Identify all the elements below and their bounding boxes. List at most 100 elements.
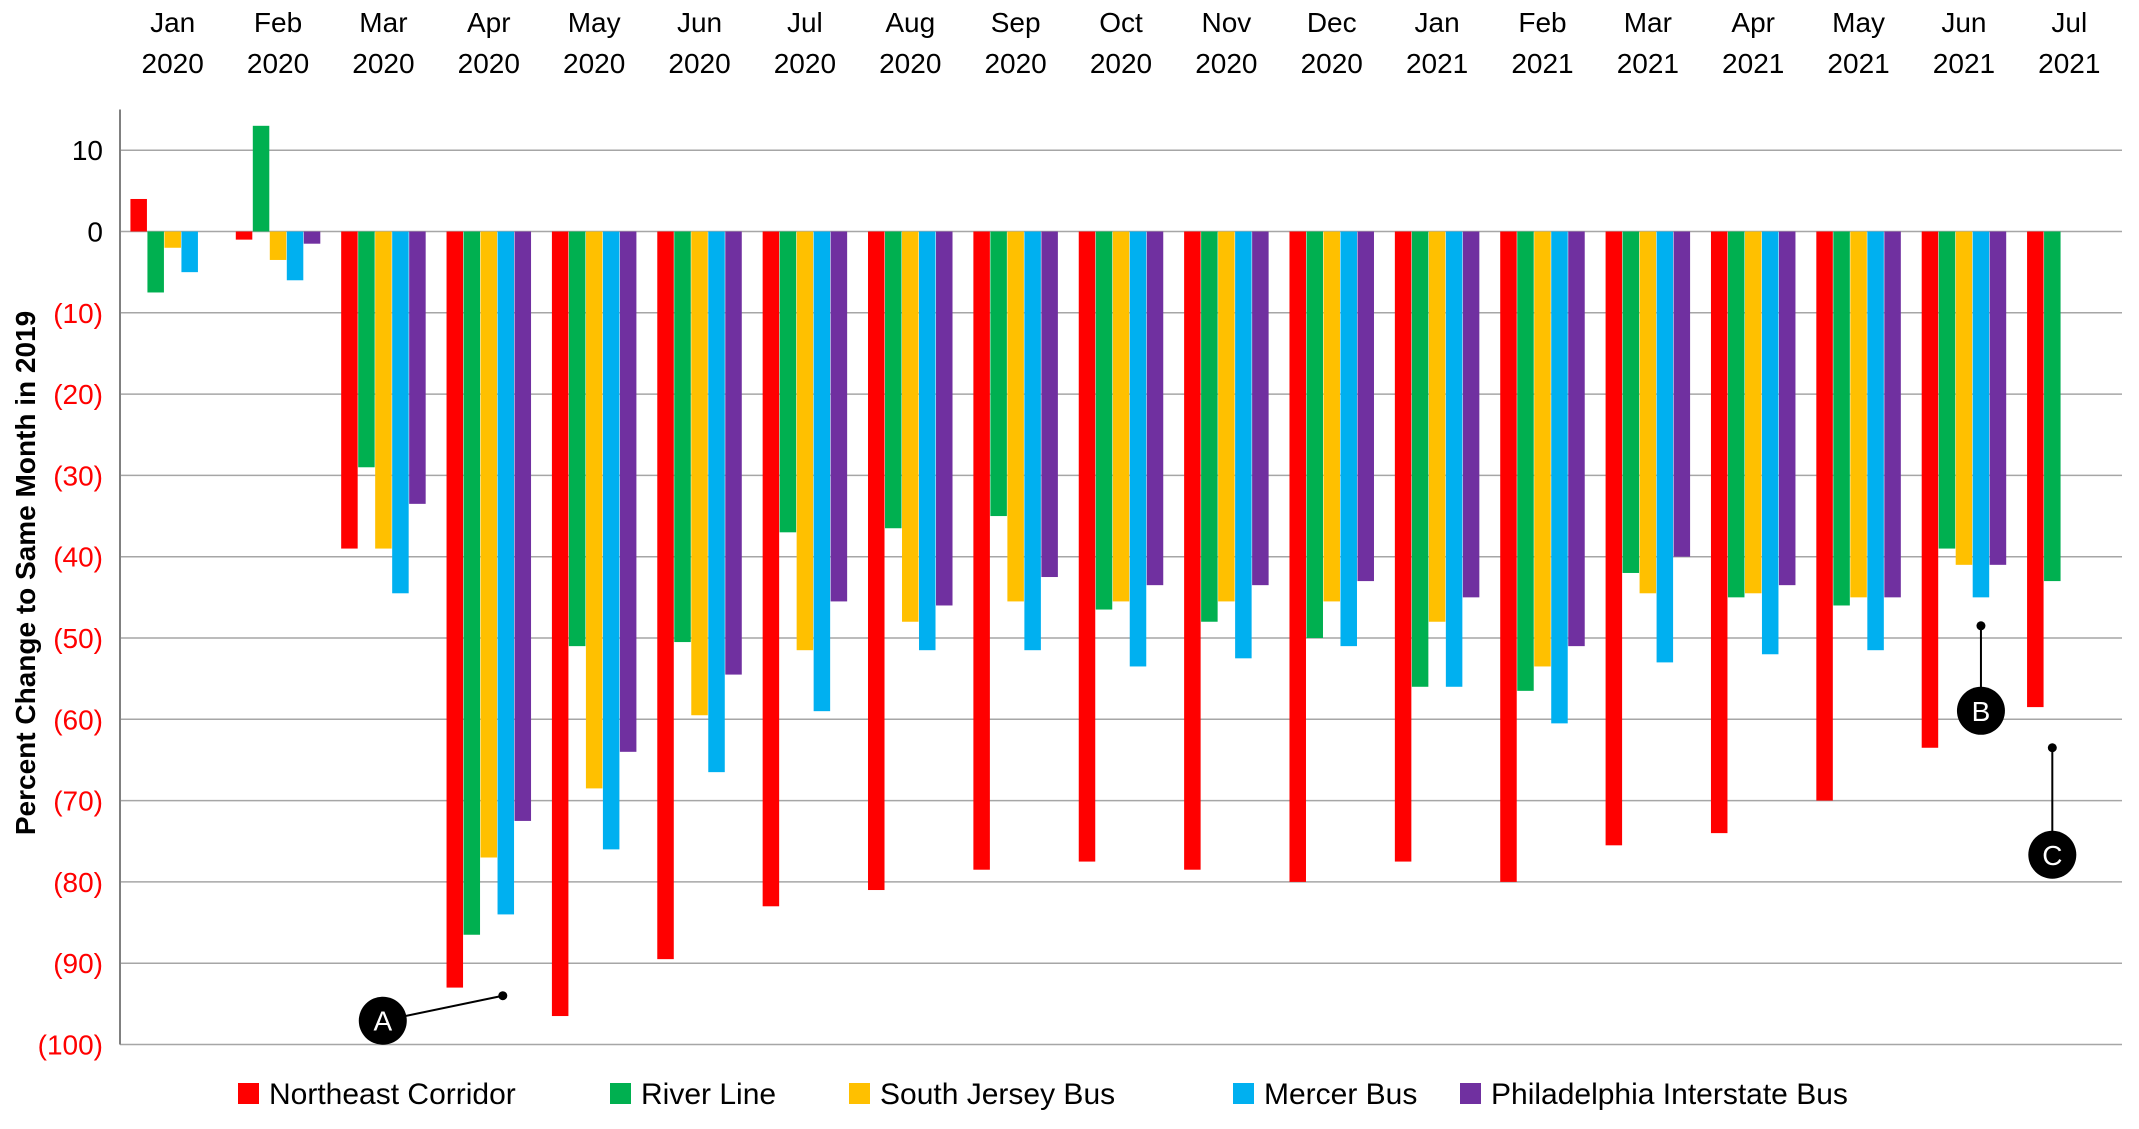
x-tick-label-month: Jun	[1941, 7, 1986, 38]
bar	[1146, 231, 1164, 586]
x-tick-label-month: Mar	[1624, 7, 1672, 38]
bar	[1112, 231, 1130, 602]
bar	[463, 231, 481, 935]
bar	[497, 231, 515, 915]
legend-swatch	[849, 1083, 870, 1104]
annotation-point	[2047, 743, 2057, 753]
y-tick-label: (100)	[38, 1030, 103, 1061]
annotation-label: B	[1972, 696, 1991, 727]
bar	[1778, 231, 1796, 586]
bar	[1955, 231, 1973, 565]
bar	[1605, 231, 1623, 846]
x-tick-label-year: 2020	[142, 48, 204, 79]
y-tick-label: (70)	[53, 786, 103, 817]
y-tick-label: (40)	[53, 542, 103, 573]
bar	[375, 231, 392, 549]
bar	[1938, 231, 1956, 549]
bar	[1816, 231, 1833, 801]
legend-label: Northeast Corridor	[269, 1078, 516, 1111]
bar	[1673, 231, 1691, 557]
bar	[358, 231, 375, 468]
bar	[1761, 231, 1779, 655]
y-tick-label: (60)	[53, 704, 103, 735]
bar	[568, 231, 586, 647]
bar	[1744, 231, 1762, 594]
bar	[1007, 231, 1024, 602]
bar	[1184, 231, 1201, 870]
y-tick-label: 0	[87, 217, 103, 248]
bar	[1340, 231, 1357, 647]
bar	[1727, 231, 1745, 598]
legend-swatch	[1233, 1083, 1254, 1104]
bar	[130, 198, 147, 232]
y-tick-label: (10)	[53, 298, 103, 329]
bar	[2044, 231, 2061, 582]
legend-label: South Jersey Bus	[880, 1078, 1115, 1111]
bar	[902, 231, 919, 622]
x-tick-label-year: 2020	[352, 48, 414, 79]
annotation-label: A	[373, 1006, 392, 1037]
bar	[1622, 231, 1640, 573]
x-tick-label-year: 2020	[563, 48, 625, 79]
legend-label: River Line	[641, 1078, 776, 1111]
bar	[1394, 231, 1412, 862]
x-tick-label-year: 2020	[879, 48, 941, 79]
bar	[551, 231, 569, 1017]
bar	[1235, 231, 1252, 659]
bar	[762, 231, 780, 907]
legend-swatch	[238, 1083, 259, 1104]
annotation-point	[1976, 621, 1986, 631]
bar	[868, 231, 885, 891]
x-tick-label-year: 2020	[984, 48, 1046, 79]
x-tick-label-year: 2021	[1406, 48, 1468, 79]
x-tick-label-month: Feb	[1518, 7, 1566, 38]
x-tick-label-year: 2021	[1511, 48, 1573, 79]
x-tick-label-year: 2020	[1301, 48, 1363, 79]
bar	[1534, 231, 1551, 667]
bar	[1833, 231, 1850, 606]
bar	[1323, 231, 1340, 602]
bar	[990, 231, 1007, 517]
x-tick-label-month: Jul	[2051, 7, 2087, 38]
bar	[1218, 231, 1235, 602]
x-tick-label-month: Feb	[254, 7, 302, 38]
bar	[1500, 231, 1517, 882]
annotation-marker	[358, 996, 407, 1045]
bar	[235, 231, 253, 240]
y-tick-label: (80)	[53, 867, 103, 898]
bar	[341, 231, 358, 549]
bar	[252, 125, 270, 232]
bar	[181, 231, 198, 273]
annotation-label: C	[2042, 840, 2062, 871]
x-tick-label-year: 2020	[1195, 48, 1257, 79]
legend-swatch	[610, 1083, 631, 1104]
bar	[1078, 231, 1096, 862]
bar	[1867, 231, 1884, 651]
bar	[1639, 231, 1657, 594]
x-tick-label-month: Jul	[787, 7, 823, 38]
x-tick-label-month: Jun	[677, 7, 722, 38]
annotation-marker	[2028, 830, 2077, 879]
bar	[885, 231, 902, 529]
bar	[1289, 231, 1306, 882]
bar	[286, 231, 304, 281]
x-tick-label-year: 2020	[1090, 48, 1152, 79]
x-tick-label-year: 2020	[668, 48, 730, 79]
x-tick-label-year: 2021	[2038, 48, 2100, 79]
bar	[446, 231, 464, 988]
x-tick-label-year: 2020	[774, 48, 836, 79]
bar	[1921, 231, 1939, 748]
bar	[303, 231, 321, 244]
bar	[585, 231, 603, 789]
x-tick-label-month: Nov	[1201, 7, 1251, 38]
bar	[1411, 231, 1429, 687]
bar	[674, 231, 691, 643]
x-tick-label-year: 2020	[458, 48, 520, 79]
x-tick-label-year: 2021	[1933, 48, 1995, 79]
bar	[779, 231, 797, 533]
bar	[619, 231, 637, 752]
x-tick-label-month: Apr	[1731, 7, 1775, 38]
bar	[1095, 231, 1113, 610]
x-tick-label-month: Oct	[1099, 7, 1143, 38]
